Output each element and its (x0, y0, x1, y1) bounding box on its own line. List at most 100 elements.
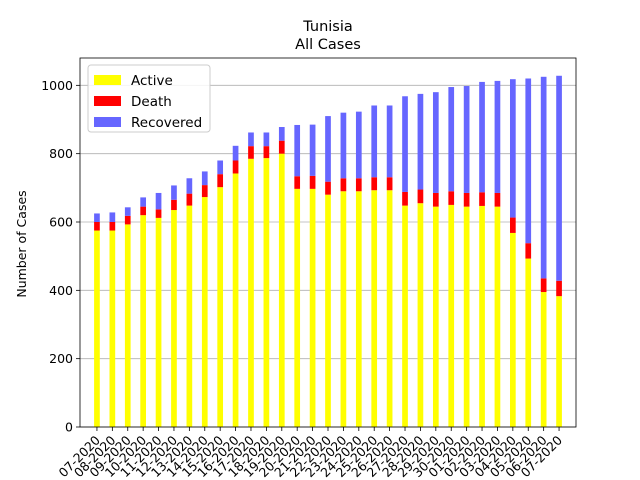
bar-recovered (540, 76, 547, 279)
bar-active (263, 158, 270, 427)
bar-active (232, 173, 239, 427)
bar-active (217, 187, 224, 427)
bar-death (94, 222, 100, 231)
bar-active (556, 296, 562, 427)
bar-death (309, 175, 316, 189)
bar-death (479, 192, 485, 206)
bar-death (355, 178, 362, 192)
bar-death (278, 140, 285, 154)
legend-swatch-death (94, 96, 121, 106)
bar-recovered (140, 197, 147, 207)
bar-death (463, 192, 470, 207)
bar-active (201, 197, 208, 427)
bar-recovered (248, 132, 254, 147)
bar-death (263, 146, 270, 159)
x-ticks: 07-202008-202009-202010-202011-202012-20… (56, 427, 565, 480)
bar-recovered (155, 192, 162, 210)
bar-recovered (309, 124, 316, 176)
legend-label-death: Death (131, 94, 172, 110)
bar-active (248, 158, 254, 427)
bar-death (171, 199, 177, 211)
bar-death (525, 243, 532, 259)
bar-active (325, 194, 331, 427)
bar-active (278, 153, 285, 427)
bar-active (186, 205, 193, 427)
legend-swatch-recovered (94, 117, 121, 127)
bar-recovered (294, 124, 301, 177)
bar-active (402, 205, 408, 427)
bar-active (155, 217, 162, 427)
bar-recovered (402, 96, 408, 192)
bar-active (386, 190, 393, 427)
bar-active (509, 232, 516, 427)
bar-recovered (355, 111, 362, 179)
bar-active (94, 230, 100, 427)
bar-death (494, 192, 501, 207)
chart-subtitle: All Cases (295, 37, 361, 53)
legend: Active Death Recovered (87, 64, 211, 133)
y-ticks: 0 200 400 600 800 1000 (41, 78, 80, 435)
bar-death (509, 217, 516, 233)
bar-active (309, 188, 316, 427)
bar-recovered (417, 93, 424, 190)
bar-recovered (494, 80, 501, 193)
bars (94, 75, 562, 427)
bar-recovered (371, 105, 378, 178)
bar-recovered (509, 79, 516, 218)
bar-recovered (263, 132, 270, 147)
bar-recovered (278, 127, 285, 141)
bar-death (325, 181, 331, 195)
y-axis-label: Number of Cases (14, 190, 29, 297)
y-tick-label: 800 (49, 146, 73, 161)
bar-death (371, 177, 378, 191)
bar-death (556, 280, 562, 297)
bar-recovered (340, 112, 347, 179)
bar-active (355, 191, 362, 427)
bar-recovered (479, 81, 485, 193)
bar-active (109, 230, 116, 427)
bar-death (109, 222, 116, 231)
y-tick-label: 400 (49, 283, 73, 298)
bar-recovered (325, 116, 331, 182)
bar-active (140, 215, 147, 427)
legend-swatch-active (94, 75, 121, 85)
bar-death (540, 278, 547, 293)
legend-label-recovered: Recovered (131, 115, 202, 131)
bar-active (479, 205, 485, 427)
bar-recovered (432, 92, 439, 193)
bar-death (340, 178, 347, 192)
bar-recovered (525, 78, 532, 244)
bar-recovered (109, 212, 116, 222)
bar-active (463, 206, 470, 427)
bar-death (201, 185, 208, 198)
bar-recovered (232, 145, 239, 161)
bar-recovered (124, 207, 131, 216)
legend-label-active: Active (131, 73, 173, 89)
bar-recovered (463, 86, 470, 193)
bar-active (340, 191, 347, 427)
bar-active (171, 210, 177, 427)
bar-recovered (556, 75, 562, 281)
bar-death (402, 191, 408, 206)
bar-recovered (386, 105, 393, 178)
y-tick-label: 600 (49, 215, 73, 230)
bar-recovered (217, 160, 224, 175)
bar-death (217, 174, 224, 188)
bar-death (186, 193, 193, 206)
bar-death (386, 177, 393, 191)
bar-death (417, 189, 424, 204)
bar-active (417, 203, 424, 427)
bar-active (371, 190, 378, 427)
bar-recovered (171, 185, 177, 200)
bar-active (494, 206, 501, 427)
bar-death (232, 160, 239, 174)
bar-death (448, 191, 455, 205)
bar-active (540, 292, 547, 427)
bar-death (140, 206, 147, 216)
y-tick-label: 1000 (41, 78, 73, 93)
y-tick-label: 0 (65, 420, 73, 435)
bar-active (124, 224, 131, 427)
bar-death (124, 215, 131, 225)
bar-active (432, 206, 439, 427)
